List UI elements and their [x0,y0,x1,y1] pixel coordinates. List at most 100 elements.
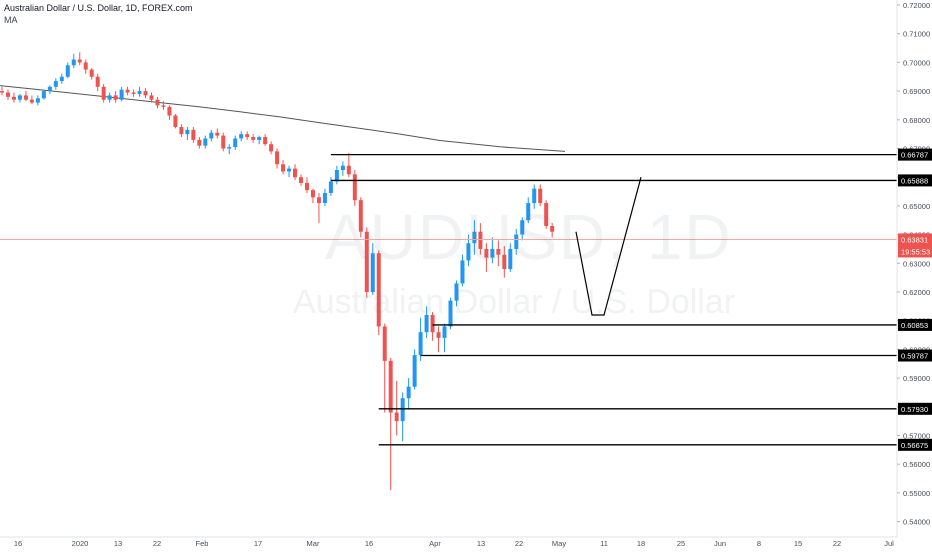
candles-layer [0,52,555,491]
candle-body [227,147,232,149]
candle-body [454,283,459,301]
x-tick-label: 2020 [72,539,89,548]
candle-body [179,126,184,135]
last-price-tag-bg [898,233,932,258]
candle-body [287,168,292,172]
x-tick-label: 25 [677,539,685,548]
candle [125,86,130,96]
x-tick-label: 13 [477,539,485,548]
x-tick-label: Jun [714,539,726,548]
y-tick-label: 0.70000 [903,58,930,67]
candle [41,89,46,100]
candle [550,223,555,238]
candle [376,250,381,336]
candle-body [119,89,124,100]
candle-body [131,92,136,94]
candle-body [17,95,22,100]
candle [352,170,357,206]
candle-body [47,86,52,92]
candle-body [221,135,226,149]
candle [131,89,136,97]
x-tick-label: Apr [429,539,441,548]
projection-layer[interactable] [575,177,642,316]
candle-body [161,105,166,107]
candle [520,217,525,241]
x-tick-label: 22 [833,539,841,548]
candle [304,177,309,193]
candle-body [436,332,441,338]
level-tag-label: 0.57930 [901,405,928,414]
x-tick-label: 22 [515,539,523,548]
projection-path[interactable] [575,177,642,316]
candle-body [532,188,537,204]
candle-body [113,95,118,100]
level-price-tag: 0.57930 [898,402,932,415]
price-axis[interactable]: 0.720000.710000.700000.690000.680000.670… [896,0,930,537]
candle-body [275,151,280,165]
level-price-tag: 0.60853 [898,318,932,331]
candle-body [490,248,495,258]
candle [346,152,351,178]
candle [293,164,298,181]
candle [418,317,423,361]
level-tag-bg [898,402,932,415]
y-tick-label: 0.68000 [903,116,930,125]
candle-body [257,137,262,140]
candle-body [520,220,525,235]
candle-body [448,300,453,327]
candle-body [83,62,88,70]
x-tick-label: Feb [196,539,209,548]
candle [490,237,495,264]
x-tick-label: Jul [884,539,894,548]
candle [221,132,226,152]
candle-body [502,254,507,270]
candle-body [233,138,238,148]
candle-body [137,91,142,94]
candle [478,223,483,255]
candle [382,323,387,413]
candle [484,243,489,272]
candle-body [526,203,531,221]
candle-body [209,132,214,139]
candle-body [251,137,256,140]
candle-body [293,168,298,178]
x-tick-label: 16 [365,539,373,548]
candle [316,192,321,224]
candle-body [514,234,519,249]
time-axis[interactable]: 16 2020 13 22 Feb 17 Mar 16 Apr 13 22 May 11 18 25 Jun 8… [0,536,897,548]
last-price-value: 0.63831 [901,235,928,244]
levels-layer[interactable] [0,153,897,446]
candle-body [346,165,351,175]
candle-body [388,360,393,413]
level-tag-label: 0.65888 [901,176,928,185]
candle [526,197,531,224]
y-tick-label: 0.71000 [903,30,930,39]
candle [245,131,250,140]
x-tick-label: 11 [600,539,608,548]
y-tick-label: 0.72000 [903,1,930,10]
candle-body [53,81,58,87]
candle [257,135,262,145]
candle [472,220,477,255]
candle [113,91,118,103]
level-price-tag: 0.59787 [898,349,932,362]
candle [101,83,106,103]
moving-average-line [0,85,566,152]
x-tick-label: 17 [254,539,262,548]
candle-body [149,95,154,100]
candle-body [95,76,100,87]
candle [299,174,303,186]
candle [35,95,40,106]
candle-body [35,98,40,103]
candle [233,135,238,150]
candle-body [299,177,303,183]
candle-body [167,106,172,116]
candle-body [23,95,28,100]
candle [185,126,190,140]
candle [287,165,292,178]
candle [406,378,411,410]
indicator-label[interactable]: MA [4,15,18,25]
candle-body [304,182,309,191]
